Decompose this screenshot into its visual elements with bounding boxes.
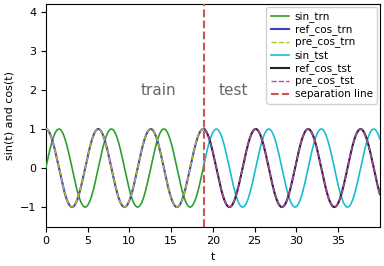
ref_cos_trn xyxy=(108,160,112,163)
ref_cos_trn xyxy=(202,128,207,131)
Line: sin_tst: sin_tst xyxy=(204,129,380,207)
Line: ref_cos_trn: ref_cos_trn xyxy=(46,129,204,207)
Text: train: train xyxy=(141,82,176,98)
pre_cos_tst xyxy=(253,127,258,131)
ref_cos_trn xyxy=(167,191,172,194)
ref_cos_tst xyxy=(253,127,258,131)
ref_cos_trn xyxy=(113,186,118,189)
pre_cos_tst xyxy=(377,193,382,196)
Line: ref_cos_tst: ref_cos_tst xyxy=(204,129,380,207)
separation line xyxy=(202,127,207,131)
sin_tst xyxy=(280,166,284,169)
pre_cos_tst xyxy=(332,205,337,209)
sin_tst xyxy=(339,196,344,199)
ref_cos_trn xyxy=(152,132,157,135)
ref_cos_tst xyxy=(339,192,344,195)
sin_tst xyxy=(371,127,376,131)
sin_trn xyxy=(135,205,140,209)
ref_cos_tst xyxy=(202,128,207,131)
ref_cos_tst xyxy=(273,195,278,198)
sin_tst xyxy=(202,161,207,164)
sin_tst xyxy=(342,203,347,206)
sin_tst xyxy=(323,131,328,135)
pre_cos_trn xyxy=(43,127,48,131)
sin_trn xyxy=(114,133,118,136)
ref_cos_tst xyxy=(323,184,328,187)
pre_cos_tst xyxy=(323,184,328,187)
ref_cos_tst xyxy=(280,205,284,209)
sin_trn xyxy=(153,147,157,150)
pre_cos_tst xyxy=(343,179,347,182)
pre_cos_tst xyxy=(273,195,278,198)
ref_cos_trn xyxy=(175,205,179,209)
sin_tst xyxy=(377,137,382,140)
pre_cos_trn xyxy=(152,132,157,135)
pre_cos_tst xyxy=(339,192,344,195)
Legend: sin_trn, ref_cos_trn, pre_cos_trn, sin_tst, ref_cos_tst, pre_cos_tst, separation: sin_trn, ref_cos_trn, pre_cos_trn, sin_t… xyxy=(266,7,377,103)
pre_cos_trn xyxy=(170,200,175,203)
sin_trn xyxy=(170,147,175,151)
ref_cos_trn xyxy=(43,127,48,131)
ref_cos_trn xyxy=(60,181,65,184)
ref_cos_tst xyxy=(343,179,347,182)
pre_cos_tst xyxy=(202,128,207,131)
pre_cos_tst xyxy=(220,192,225,196)
pre_cos_tst xyxy=(280,205,284,209)
ref_cos_trn xyxy=(170,200,175,203)
Y-axis label: sin(t) and cos(t): sin(t) and cos(t) xyxy=(4,71,14,160)
separation line xyxy=(202,167,207,170)
pre_cos_trn xyxy=(108,160,112,163)
ref_cos_tst xyxy=(332,205,337,209)
sin_tst xyxy=(273,140,278,143)
sin_trn xyxy=(202,161,207,164)
sin_trn xyxy=(43,167,48,170)
X-axis label: t: t xyxy=(211,252,215,262)
sin_tst xyxy=(220,137,225,140)
pre_cos_trn xyxy=(175,205,179,209)
Line: pre_cos_trn: pre_cos_trn xyxy=(46,129,204,207)
sin_trn xyxy=(108,128,112,131)
sin_trn xyxy=(167,137,172,140)
sin_tst xyxy=(240,205,245,209)
ref_cos_tst xyxy=(220,192,225,196)
pre_cos_trn xyxy=(202,128,207,131)
ref_cos_tst xyxy=(377,193,382,196)
sin_trn xyxy=(109,127,114,131)
pre_cos_trn xyxy=(167,191,172,194)
Line: pre_cos_tst: pre_cos_tst xyxy=(204,129,380,207)
Line: sin_trn: sin_trn xyxy=(46,129,204,207)
pre_cos_trn xyxy=(60,181,65,184)
pre_cos_trn xyxy=(113,186,118,189)
Text: test: test xyxy=(219,82,248,98)
sin_trn xyxy=(60,130,65,133)
